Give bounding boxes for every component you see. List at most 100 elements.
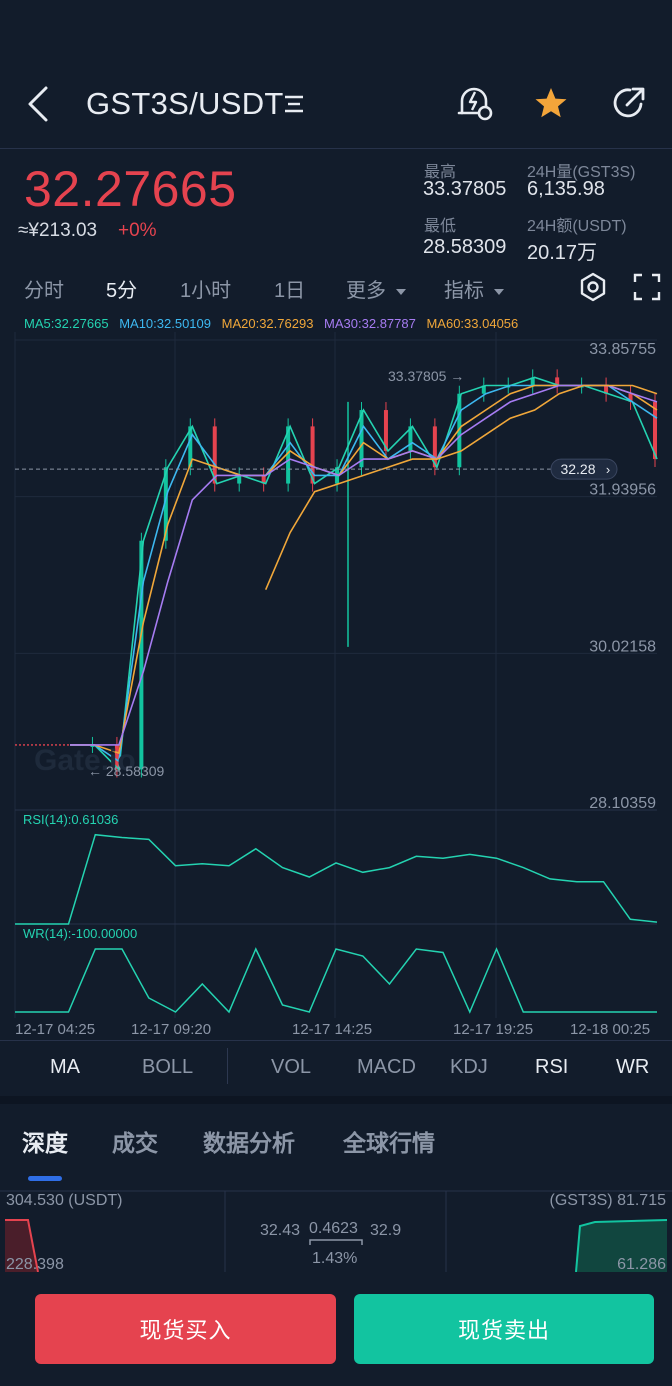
- caret-down-icon: [494, 288, 504, 295]
- share-icon[interactable]: [606, 80, 652, 126]
- depth-right-top: (GST3S) 81.715: [549, 1192, 667, 1209]
- candle-body: [481, 385, 486, 394]
- candle-body: [261, 475, 266, 484]
- section-gap: [0, 1096, 672, 1104]
- chevron-left-icon[interactable]: [22, 82, 62, 126]
- indicator-separator: [227, 1048, 228, 1084]
- bid-line: [5, 1219, 39, 1273]
- current-price-tag: [550, 458, 618, 480]
- depth-mid-right: 32.9: [370, 1222, 402, 1239]
- rsi-label: RSI(14):0.61036: [23, 812, 118, 827]
- tab-1day[interactable]: 1日: [274, 280, 306, 302]
- caret-down-icon: [396, 288, 406, 295]
- hexagon-gear-icon[interactable]: [578, 272, 608, 302]
- depth-left-bottom: 228.398: [6, 1256, 64, 1273]
- depth-mid-left: 32.43: [260, 1222, 301, 1239]
- time-axis-label: 12-18 00:25: [570, 1021, 650, 1038]
- ind-wr[interactable]: WR: [616, 1056, 650, 1078]
- tab-timeline[interactable]: 分时: [24, 280, 64, 302]
- tab-5min[interactable]: 5分: [106, 280, 138, 302]
- header-bar: GST3S/USDT: [0, 60, 672, 148]
- price-axis-label: 28.10359: [589, 795, 656, 812]
- candle-body: [408, 426, 413, 451]
- depth-left-top: 304.530 (USDT): [6, 1192, 123, 1209]
- more-label: 更多: [346, 280, 386, 302]
- candle-body: [432, 426, 437, 468]
- candle-body: [139, 540, 144, 770]
- tab-depth[interactable]: 深度: [22, 1130, 68, 1156]
- high-label: 最高: [424, 164, 457, 181]
- action-bar: 现货买入 现货卖出: [0, 1280, 672, 1386]
- wr-line: [15, 947, 657, 1014]
- kline-svg: 33.85755 31.93956 30.02158 28.10359 Gate.io 3…: [14, 332, 658, 1038]
- ma30-value: MA30:32.87787: [324, 316, 416, 331]
- tab-global[interactable]: 全球行情: [343, 1130, 435, 1156]
- time-axis-label: 12-17 14:25: [292, 1021, 372, 1038]
- high-marker: 33.37805 →: [388, 368, 464, 384]
- ma-line-ma30: [70, 384, 658, 746]
- kline-chart[interactable]: 33.85755 31.93956 30.02158 28.10359 Gate.io 3…: [0, 332, 672, 1038]
- current-price-tag-label: 32.28: [560, 461, 595, 477]
- ask-area: [576, 1220, 667, 1272]
- ind-ma[interactable]: MA: [50, 1056, 80, 1078]
- tab-analysis[interactable]: 数据分析: [203, 1130, 295, 1156]
- ind-kdj[interactable]: KDJ: [450, 1056, 488, 1078]
- ma-legend: MA5:32.27665 MA10:32.50109 MA20:32.76293…: [24, 316, 525, 331]
- high-value: 33.37805: [423, 178, 507, 200]
- tab-trades[interactable]: 成交: [112, 1130, 158, 1156]
- ind-boll[interactable]: BOLL: [142, 1056, 194, 1078]
- candle-body: [286, 426, 291, 484]
- ma-line-ma60: [264, 384, 658, 591]
- indicator-tabs: MA BOLL VOL MACD KDJ RSI WR: [0, 1048, 672, 1088]
- spot-buy-button[interactable]: 现货买入: [35, 1294, 336, 1364]
- time-axis-label: 12-17 09:20: [131, 1021, 211, 1038]
- ind-vol[interactable]: VOL: [271, 1056, 312, 1078]
- candle-body: [457, 393, 462, 468]
- candle-body: [530, 377, 535, 386]
- depth-mid-center: 0.4623: [309, 1220, 358, 1237]
- ind-rsi[interactable]: RSI: [535, 1056, 569, 1078]
- low-label: 最低: [424, 218, 457, 235]
- candle-body: [114, 744, 119, 770]
- candle-body: [212, 426, 217, 484]
- fullscreen-icon[interactable]: [632, 272, 662, 302]
- section-tabs: 深度 成交 数据分析 全球行情: [0, 1118, 672, 1178]
- candle-body: [653, 401, 657, 460]
- chevron-right-icon: ›: [606, 462, 610, 477]
- candle-body: [188, 426, 193, 468]
- low-value: 28.58309: [423, 236, 507, 258]
- last-price: 32.27665: [24, 161, 237, 217]
- ind-macd[interactable]: MACD: [357, 1056, 416, 1078]
- candle-body: [310, 426, 315, 484]
- depth-chart[interactable]: 304.530 (USDT) 228.398 32.43 0.4623 32.9…: [0, 1190, 672, 1273]
- amount-label: 24H额(USDT): [527, 218, 627, 235]
- header-divider: [0, 148, 672, 149]
- ma20-value: MA20:32.76293: [221, 316, 314, 331]
- candle-body: [604, 385, 609, 394]
- candle-body: [237, 475, 242, 484]
- tab-indicator: [28, 1176, 62, 1181]
- volume-value: 6,135.98: [527, 178, 605, 200]
- watermark-logo: Gate.io: [34, 744, 136, 777]
- chart-divider: [0, 1040, 672, 1041]
- depth-right-bottom: 61.286: [617, 1256, 666, 1273]
- indicators-dropdown[interactable]: 指标: [444, 274, 504, 303]
- bell-lightning-icon[interactable]: [452, 80, 498, 126]
- tab-1hour[interactable]: 1小时: [180, 280, 232, 302]
- price-change: +0%: [118, 220, 157, 241]
- star-icon[interactable]: [528, 80, 574, 126]
- spot-sell-button[interactable]: 现货卖出: [354, 1294, 654, 1364]
- time-axis-label: 12-17 19:25: [453, 1021, 533, 1038]
- more-dropdown[interactable]: 更多: [346, 274, 406, 303]
- candle-body: [90, 744, 95, 747]
- candle-body: [359, 410, 364, 468]
- pair-title[interactable]: GST3S/USDT: [86, 86, 284, 121]
- price-axis-label: 33.85755: [589, 341, 656, 358]
- ma60-value: MA60:33.04056: [426, 316, 519, 331]
- list-icon[interactable]: [282, 92, 306, 116]
- candle-body: [383, 410, 388, 451]
- candle-body: [163, 467, 168, 541]
- candle-body: [555, 377, 560, 386]
- low-marker: ← 28.58309: [88, 763, 164, 779]
- candle-body: [628, 393, 633, 402]
